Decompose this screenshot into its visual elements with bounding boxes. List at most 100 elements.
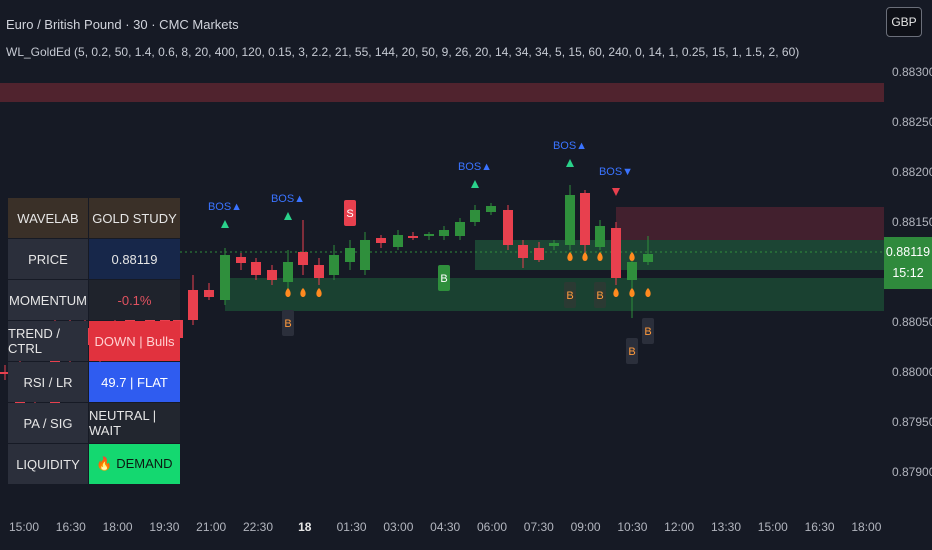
panel-header-left: WAVELAB	[8, 198, 88, 238]
time-axis-label: 16:30	[55, 520, 86, 534]
candle-body	[518, 245, 528, 258]
time-axis-label: 04:30	[430, 520, 461, 534]
time-axis-label: 19:30	[149, 520, 180, 534]
panel-row-liquidity: LIQUIDITY 🔥 DEMAND	[8, 444, 180, 485]
price-axis-label: 0.88200	[892, 165, 932, 179]
panel-value: DOWN | Bulls	[89, 321, 180, 361]
buy-signal-badge	[438, 265, 450, 291]
candle-body	[534, 248, 544, 260]
time-axis-label: 22:30	[242, 520, 274, 534]
price-axis-label: 0.87950	[892, 415, 932, 429]
bos-up-arrow-icon	[284, 212, 292, 220]
panel-value: 49.7 | FLAT	[89, 362, 180, 402]
price-axis-label: 0.88150	[892, 215, 932, 229]
candle-body	[424, 234, 434, 236]
panel-row-trend: TREND / CTRL DOWN | Bulls	[8, 321, 180, 362]
price-axis-label: 0.88050	[892, 315, 932, 329]
panel-row-rsi: RSI / LR 49.7 | FLAT	[8, 362, 180, 403]
buy-signal-label: B	[628, 346, 635, 358]
panel-row-price: PRICE 0.88119	[8, 239, 180, 280]
candle-body	[283, 262, 293, 282]
panel-row-momentum: MOMENTUM -0.1%	[8, 280, 180, 321]
flame-icon	[316, 288, 322, 297]
buy-signal-label: B	[284, 318, 291, 330]
time-axis-label: 18:00	[102, 520, 133, 534]
flame-icon	[629, 288, 635, 297]
buy-signal-badge	[282, 310, 294, 336]
time-axis-label: 09:00	[570, 520, 601, 534]
candle-body	[439, 230, 449, 236]
supply-zone-top	[0, 83, 884, 102]
bos-up-arrow-icon	[471, 180, 479, 188]
candle-body	[188, 290, 198, 320]
candle-body	[314, 265, 324, 278]
currency-button[interactable]: GBP	[886, 7, 922, 37]
candle-body	[236, 257, 246, 263]
buy-signal-badge	[642, 318, 654, 344]
candle-body	[345, 248, 355, 262]
price-axis-label: 0.87900	[892, 465, 932, 479]
panel-value: NEUTRAL | WAIT	[89, 403, 180, 443]
flame-icon	[285, 288, 291, 297]
panel-row-pa: PA / SIG NEUTRAL | WAIT	[8, 403, 180, 444]
candle-body	[360, 240, 370, 270]
buy-signal-label: B	[440, 273, 447, 285]
panel-value: 🔥 DEMAND	[89, 444, 180, 484]
candle-body	[595, 226, 605, 247]
candle-body	[220, 255, 230, 300]
time-axis-label: 03:00	[383, 520, 414, 534]
wavelab-panel: WAVELAB GOLD STUDY PRICE 0.88119 MOMENTU…	[8, 198, 180, 485]
candle-body	[267, 270, 277, 280]
panel-value: 0.88119	[89, 239, 180, 279]
sell-signal-badge	[344, 200, 356, 226]
panel-value: -0.1%	[89, 280, 180, 320]
time-axis-label: 12:00	[664, 520, 695, 534]
sell-signal-label: S	[346, 208, 353, 220]
time-axis-label: 10:30	[617, 520, 648, 534]
price-axis-label: 0.88000	[892, 365, 932, 379]
time-axis-label: 01:30	[336, 520, 367, 534]
supply-zone-right	[616, 207, 884, 240]
candle-body	[0, 372, 10, 374]
time-axis-label: 18:00	[851, 520, 882, 534]
panel-header: WAVELAB GOLD STUDY	[8, 198, 180, 239]
bos-label: BOS▲	[553, 140, 587, 152]
candle-body	[455, 222, 465, 236]
bar-countdown: 15:12	[892, 266, 924, 280]
flame-icon	[582, 252, 588, 261]
candle-body	[376, 238, 386, 243]
bos-up-arrow-icon	[566, 159, 574, 167]
bos-up-arrow-icon	[221, 220, 229, 228]
candle-body	[503, 210, 513, 245]
panel-label: PRICE	[8, 239, 88, 279]
time-axis-label: 07:30	[523, 520, 554, 534]
price-axis-label: 0.88250	[892, 115, 932, 129]
chart-title: Euro / British Pound · 30 · CMC Markets	[6, 17, 239, 32]
last-price: 0.88119	[885, 245, 931, 259]
panel-label: PA / SIG	[8, 403, 88, 443]
bos-label: BOS▲	[458, 161, 492, 173]
panel-label: TREND / CTRL	[8, 321, 88, 361]
flame-icon	[300, 288, 306, 297]
buy-signal-label: B	[596, 290, 603, 302]
candle-body	[329, 255, 339, 275]
bos-label: BOS▲	[271, 193, 305, 205]
buy-signal-badge	[564, 282, 576, 308]
demand-zone-lower	[225, 278, 884, 311]
candle-body	[486, 206, 496, 212]
candle-body	[627, 262, 637, 280]
candle-body	[298, 252, 308, 265]
last-price-tag: 0.88119 15:12	[884, 237, 932, 289]
buy-signal-label: B	[644, 326, 651, 338]
candle-body	[251, 262, 261, 275]
panel-label: LIQUIDITY	[8, 444, 88, 484]
buy-signal-badge	[626, 338, 638, 364]
candle-body	[393, 235, 403, 247]
candle-body	[470, 210, 480, 222]
indicator-legend[interactable]: WL_GoldEd (5, 0.2, 50, 1.4, 0.6, 8, 20, …	[6, 45, 800, 59]
flame-icon	[567, 252, 573, 261]
candle-body	[549, 243, 559, 246]
candle-body	[204, 290, 214, 297]
bos-label: BOS▼	[599, 166, 633, 178]
time-axis-label: 16:30	[804, 520, 835, 534]
